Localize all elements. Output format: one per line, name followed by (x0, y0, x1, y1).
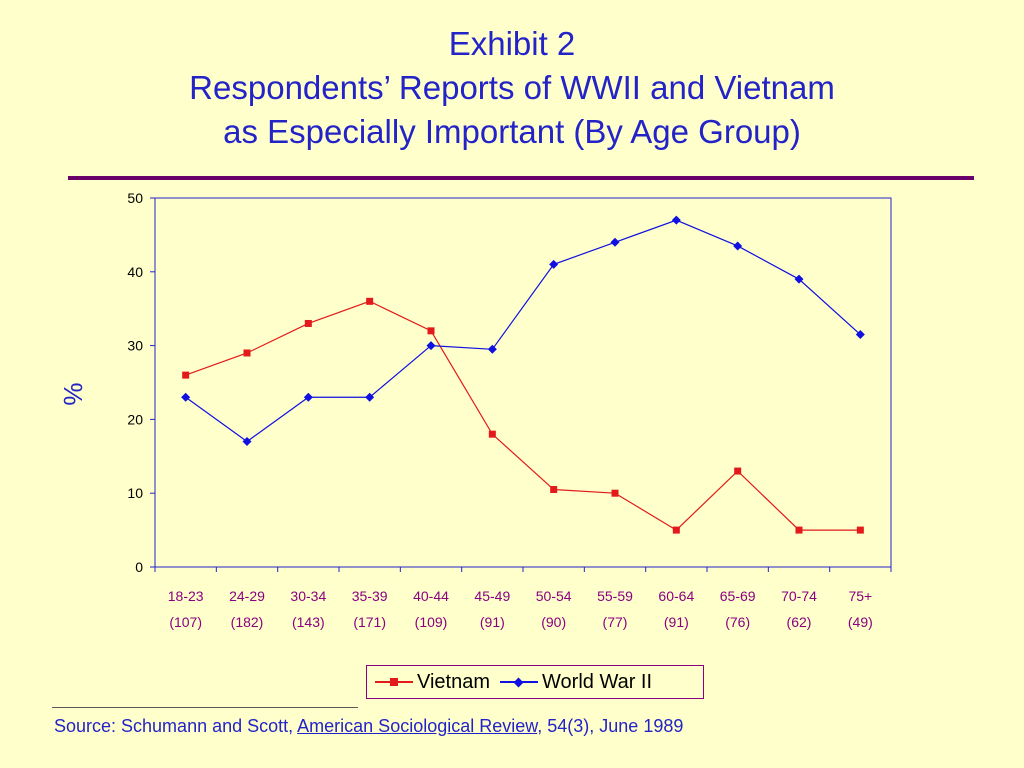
series-point-0 (550, 486, 558, 494)
series-point-1 (487, 344, 497, 354)
x-category-label: 40-44 (413, 588, 449, 604)
legend-swatch-wwii (500, 675, 539, 689)
source-note: Source: Schumann and Scott, American Soc… (54, 716, 683, 737)
series-point-1 (855, 330, 865, 340)
series-line-1 (185, 219, 861, 443)
x-category-label: 60-64 (658, 588, 694, 604)
line-chart: 0 10 20 30 40 50 18-23 (107) 24-29 (182) 30-34 (143… (58, 190, 892, 630)
series-point-0 (304, 319, 312, 327)
series-line-0 (185, 300, 861, 531)
y-tick-label: 20 (127, 411, 143, 427)
x-category-label: 18-23 (168, 588, 204, 604)
x-sample-size-label: (109) (415, 614, 448, 630)
x-sample-size-label: (77) (603, 614, 628, 630)
legend: Vietnam World War II (366, 665, 704, 699)
series-point-1 (671, 215, 681, 225)
legend-item-wwii: World War II (500, 671, 652, 694)
x-category-label: 45-49 (474, 588, 510, 604)
series-point-0 (795, 526, 803, 534)
series-point-0 (734, 467, 742, 475)
y-tick-label: 30 (127, 338, 143, 354)
source-suffix: , 54(3), June 1989 (537, 716, 684, 736)
x-category-label: 30-34 (290, 588, 326, 604)
legend-label-vietnam: Vietnam (417, 670, 491, 693)
series-point-1 (303, 392, 313, 402)
x-category-label: 65-69 (720, 588, 756, 604)
title-line-2: Respondents’ Reports of WWII and Vietnam (189, 69, 835, 106)
series-point-0 (856, 526, 864, 534)
series-point-0 (672, 526, 680, 534)
source-journal-link[interactable]: American Sociological Review (297, 716, 538, 736)
x-category-label: 35-39 (352, 588, 388, 604)
x-sample-size-label: (49) (848, 614, 873, 630)
series-point-1 (365, 392, 375, 402)
series-point-1 (794, 274, 804, 284)
source-prefix: Source: Schumann and Scott, (54, 716, 298, 736)
y-tick-label: 0 (135, 559, 143, 575)
series-point-1 (242, 437, 252, 447)
series-point-1 (733, 241, 743, 251)
legend-swatch-vietnam (375, 675, 413, 689)
chart-title: Exhibit 2 Respondents’ Reports of WWII a… (0, 22, 1024, 154)
footnote-divider (52, 707, 358, 708)
x-sample-size-label: (182) (231, 614, 264, 630)
title-line-3: as Especially Important (By Age Group) (223, 113, 801, 150)
series-point-0 (366, 297, 374, 305)
series-point-0 (488, 430, 496, 438)
x-category-label: 55-59 (597, 588, 633, 604)
y-tick-label: 50 (127, 190, 143, 206)
series-point-1 (426, 341, 436, 351)
x-sample-size-label: (76) (725, 614, 750, 630)
x-sample-size-label: (91) (480, 614, 505, 630)
x-sample-size-label: (107) (169, 614, 202, 630)
series-point-0 (427, 327, 435, 335)
series-point-1 (549, 259, 559, 269)
y-axis-title: % (58, 382, 88, 405)
x-category-label: 50-54 (536, 588, 572, 604)
title-line-1: Exhibit 2 (448, 25, 576, 62)
series-point-1 (181, 392, 191, 402)
legend-label-wwii: World War II (542, 670, 653, 693)
legend-item-vietnam: Vietnam (375, 671, 490, 694)
x-category-label: 75+ (848, 588, 872, 604)
series-point-1 (610, 237, 620, 247)
x-sample-size-label: (62) (787, 614, 812, 630)
x-sample-size-label: (91) (664, 614, 689, 630)
x-category-label: 24-29 (229, 588, 265, 604)
series-point-0 (243, 349, 251, 357)
x-sample-size-label: (171) (353, 614, 386, 630)
y-tick-label: 40 (127, 264, 143, 280)
series-point-0 (611, 489, 619, 497)
y-tick-label: 10 (127, 485, 143, 501)
x-sample-size-label: (143) (292, 614, 325, 630)
series-point-0 (182, 371, 190, 379)
x-sample-size-label: (90) (541, 614, 566, 630)
title-divider (68, 176, 974, 180)
x-category-label: 70-74 (781, 588, 817, 604)
